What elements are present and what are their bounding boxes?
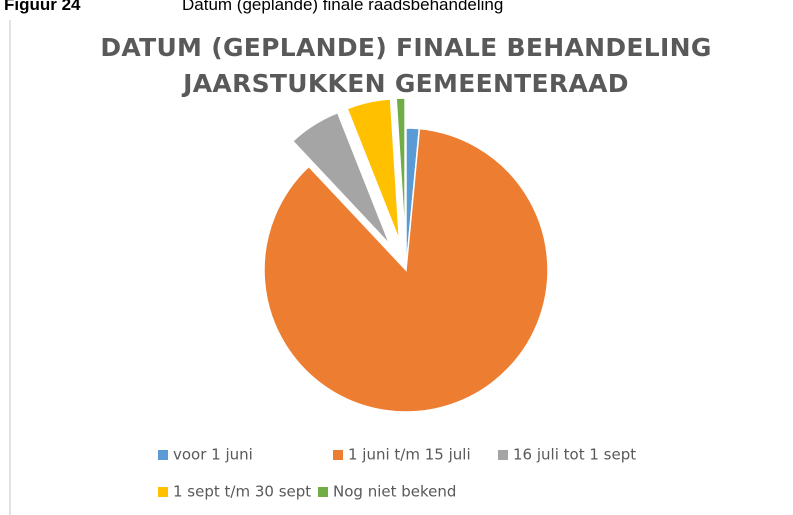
legend-label: 1 sept t/m 30 sept [173,483,311,501]
pie-slice [291,111,391,246]
pie-slice [263,127,549,413]
legend-label: 16 juli tot 1 sept [513,446,636,464]
chart-title: DATUM (GEPLANDE) FINALE BEHANDELING [100,33,711,62]
legend-label: Nog niet bekend [333,483,456,501]
legend-swatch [158,450,168,460]
legend-swatch [158,487,168,497]
pie-slice [395,97,406,241]
legend-swatch [333,450,343,460]
caption-label: Figuur 24 [4,0,81,14]
legend-label: 1 juni t/m 15 juli [348,446,471,464]
legend-swatch [318,487,328,497]
caption-text: Datum (geplande) finale raadsbehandeling [182,0,503,14]
pie-slice [346,98,401,241]
legend-label: voor 1 juni [173,446,253,464]
legend-swatch [498,450,508,460]
chart-title: JAARSTUKKEN GEMEENTERAAD [181,69,629,98]
